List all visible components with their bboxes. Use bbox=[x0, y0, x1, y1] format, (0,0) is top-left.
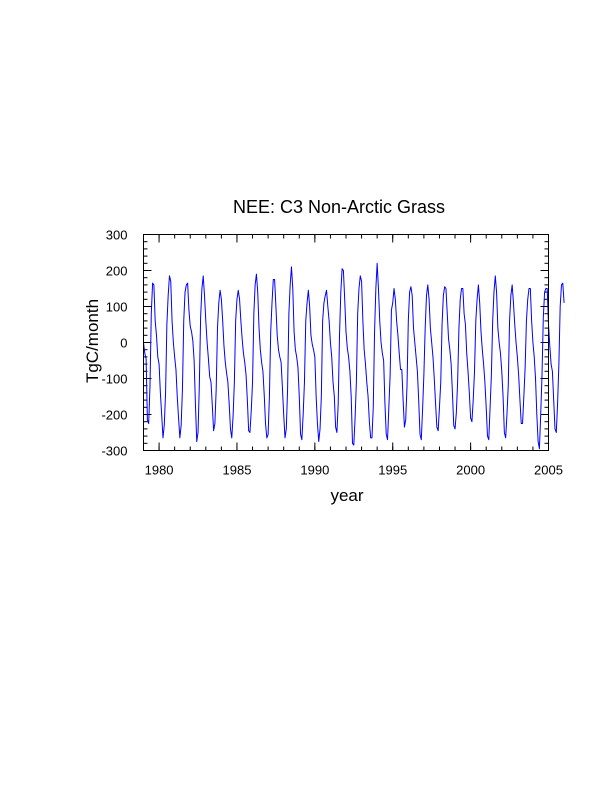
axis-ticks bbox=[143, 234, 549, 451]
x-tick-label: 1995 bbox=[378, 463, 407, 478]
series-line-nee bbox=[143, 262, 565, 450]
y-axis-label: TgC/month bbox=[83, 299, 102, 383]
x-axis-label: year bbox=[330, 486, 363, 505]
plot-frame bbox=[143, 234, 549, 451]
y-tick-label: 300 bbox=[106, 228, 128, 243]
x-tick-label: 1985 bbox=[223, 463, 252, 478]
y-tick-label: 0 bbox=[120, 336, 127, 351]
x-tick-label: 2005 bbox=[534, 463, 563, 478]
x-tick-label: 1980 bbox=[145, 463, 174, 478]
y-tick-label: -300 bbox=[101, 444, 127, 459]
chart-title: NEE: C3 Non-Arctic Grass bbox=[233, 197, 445, 217]
y-tick-label: -200 bbox=[101, 408, 127, 423]
y-tick-label: 200 bbox=[106, 264, 128, 279]
y-tick-label: -100 bbox=[101, 372, 127, 387]
y-tick-label: 100 bbox=[106, 300, 128, 315]
x-tick-label: 1990 bbox=[300, 463, 329, 478]
x-tick-label: 2000 bbox=[456, 463, 485, 478]
axis-tick-labels: 1980 1985 1990 1995 2000 2005 -300 -200 -100 0 100… bbox=[101, 228, 562, 478]
